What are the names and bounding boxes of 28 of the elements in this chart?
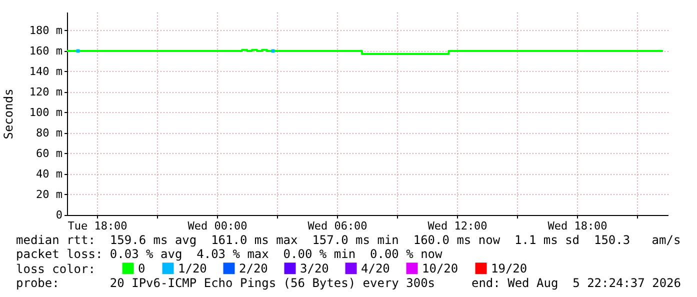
legend-label: 3/20 [300,261,329,276]
y-tick-label: 40 m [36,167,63,180]
x-tick-label: Wed 18:00 [548,220,608,232]
y-axis-title: Seconds [1,88,16,140]
legend-label: 4/20 [361,261,390,276]
y-tick-label: 140 m [29,64,63,78]
y-tick-label: 160 m [29,44,63,58]
text: median rtt: 159.6 ms avg 161.0 ms max 157.0 ms min 160.0 ms now 1.1 ms sd 150.3 am/s [16,233,681,247]
legend-label: 10/20 [422,261,458,276]
x-tick-label: Tue 18:00 [68,220,128,232]
text: probe: 20 IPv6-ICMP Echo Pings (56 Bytes) every 300s [16,276,436,290]
y-tick-label: 80 m [36,126,63,140]
y-tick-label: 60 m [36,146,63,160]
x-tick-label: Wed 06:00 [308,220,368,232]
y-tick-label: 0 [56,208,62,222]
text: packet loss: 0.03 % avg 4.03 % max 0.00 % min 0.00 % now [16,247,442,261]
legend-label: 1/20 [178,261,207,276]
x-tick-label: Wed 00:00 [188,220,248,232]
legend-title: loss color: [16,262,96,276]
y-tick-label: 20 m [36,188,63,201]
y-tick-label: 120 m [29,85,63,98]
x-tick-label: Wed 12:00 [428,220,488,232]
legend-label: 19/20 [491,261,528,276]
legend-label: 2/20 [239,261,268,276]
text: end: Wed Aug 5 22:24:37 2026 [471,276,681,290]
y-tick-label: 100 m [29,106,63,119]
legend-label: 0 [138,261,146,276]
y-tick-label: 180 m [29,24,63,37]
